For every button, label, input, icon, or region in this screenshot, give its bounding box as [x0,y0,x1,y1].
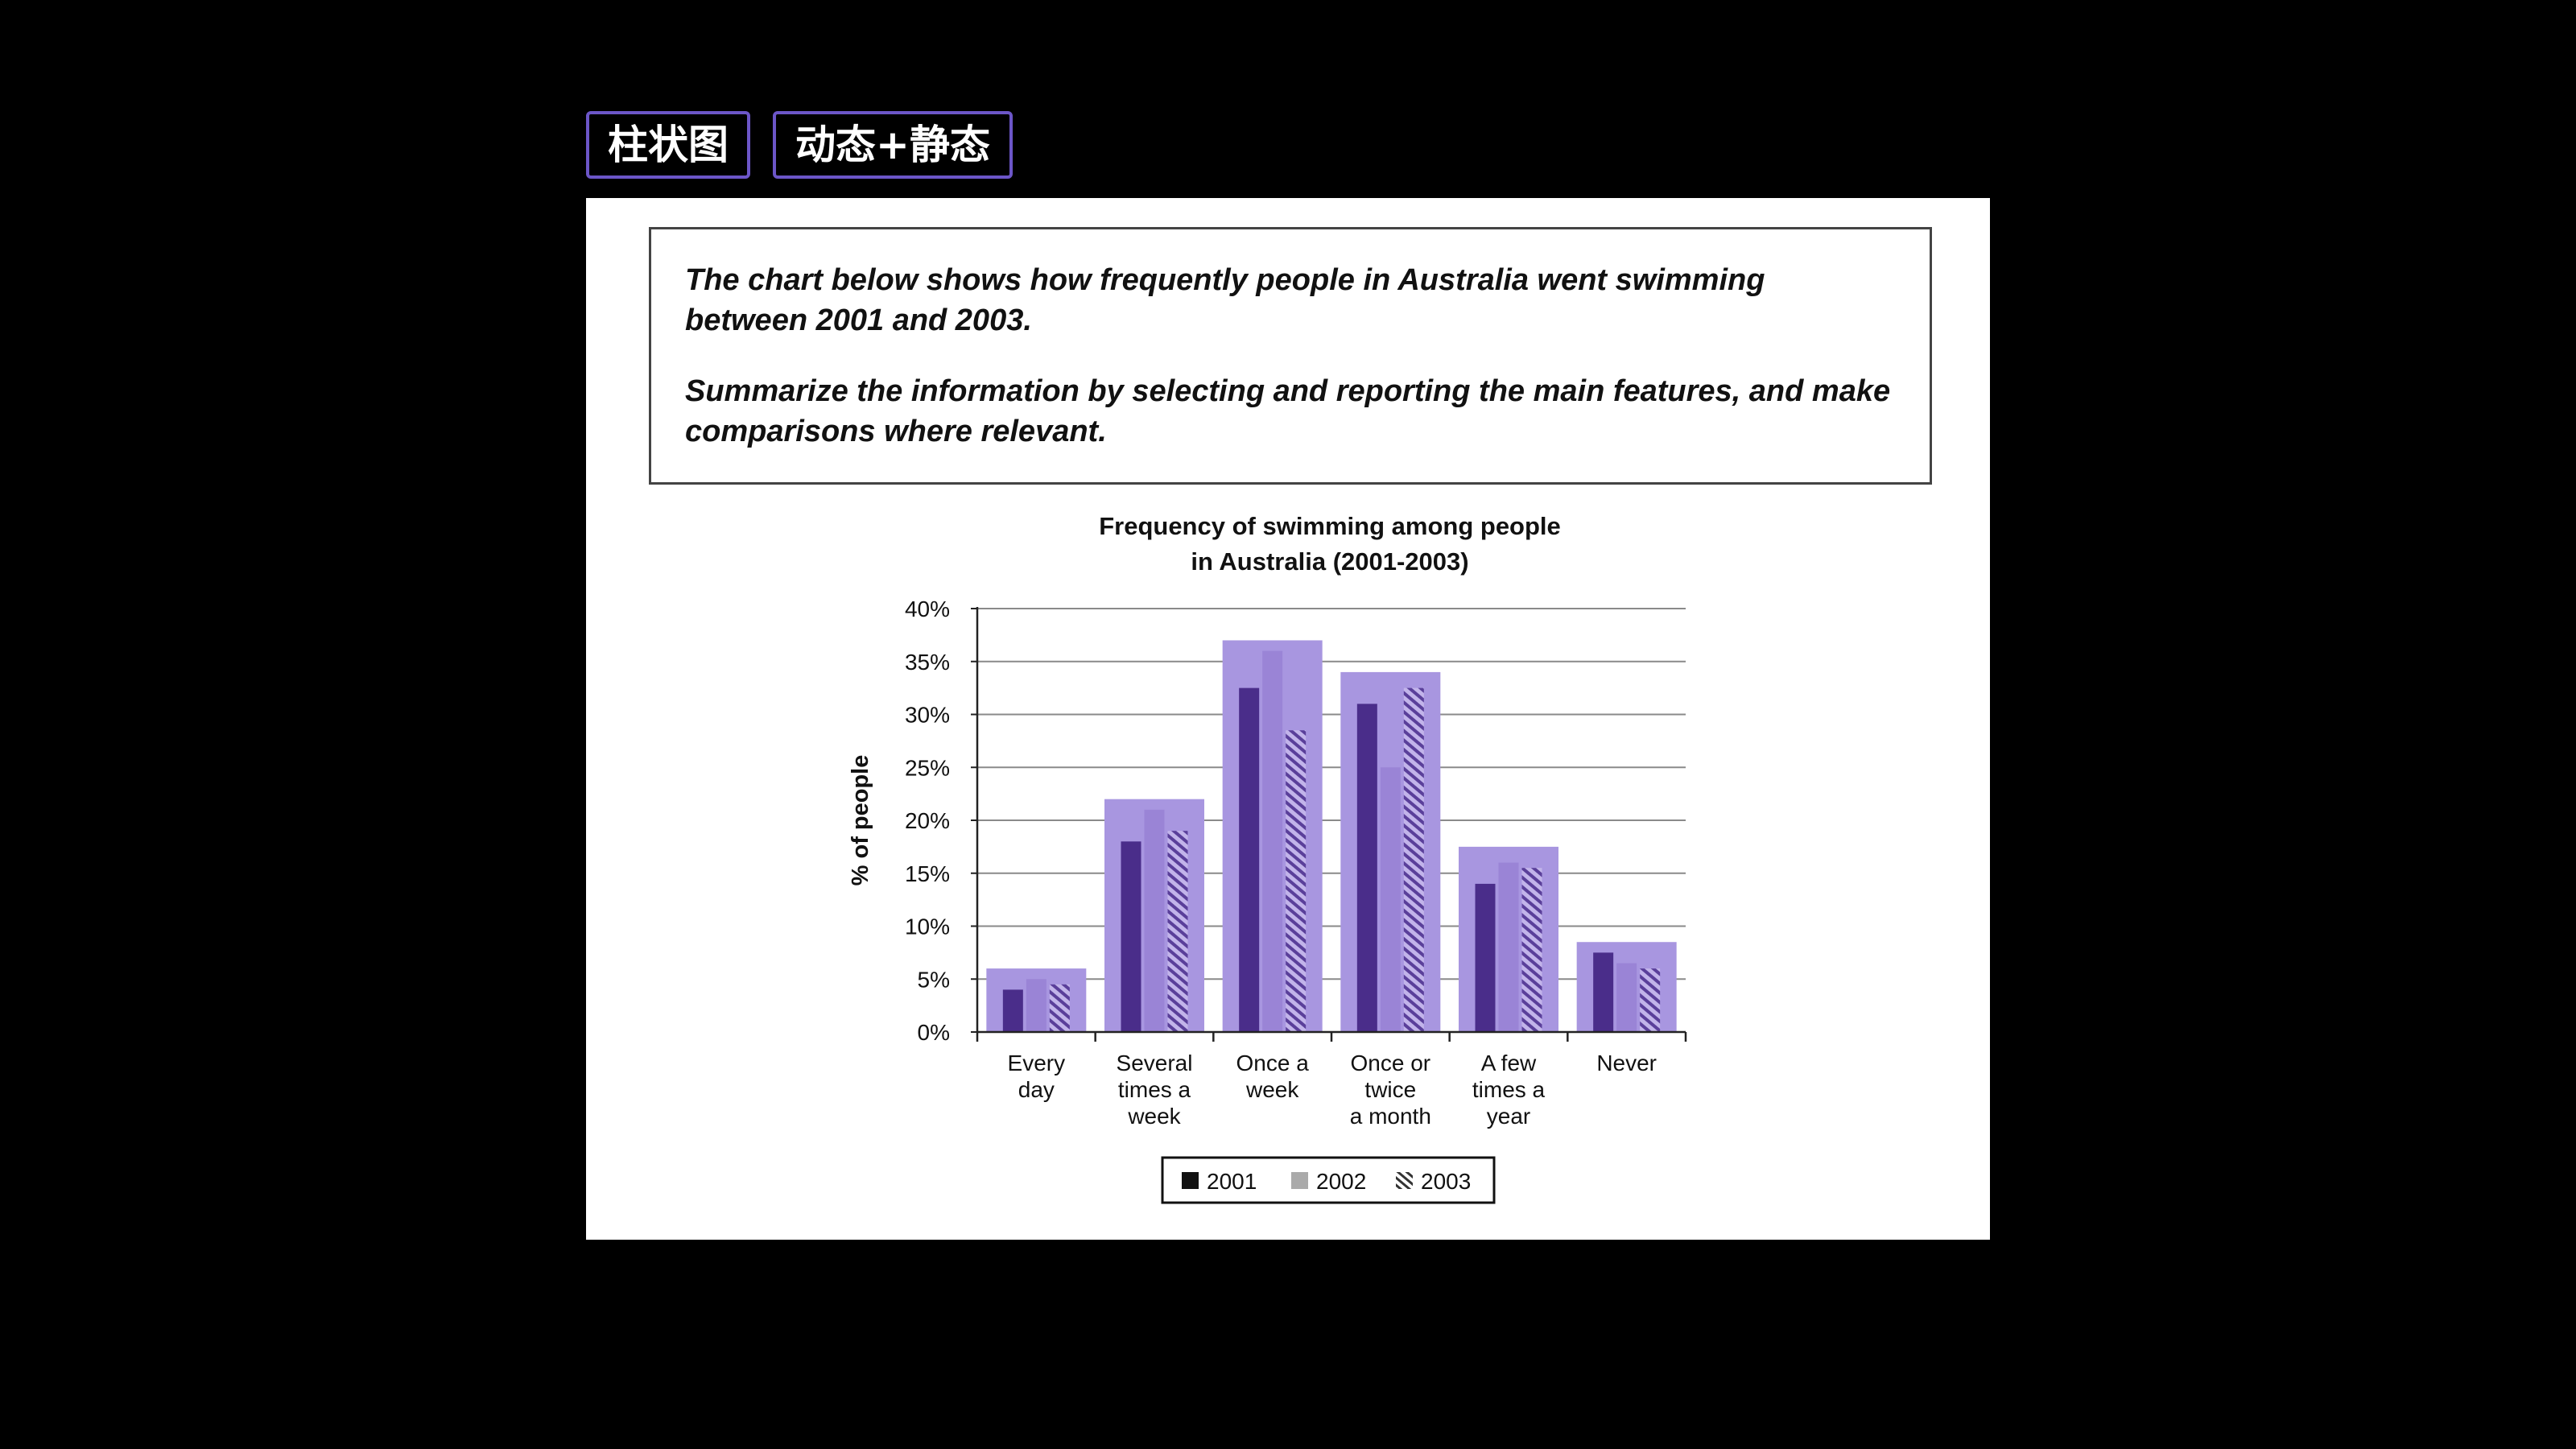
y-tick-label: 25% [905,755,950,780]
x-tick-label: year [1487,1104,1530,1129]
bar-2002 [1498,862,1519,1032]
bar-2001 [1593,952,1614,1032]
bar-2003 [1167,831,1188,1032]
y-tick-label: 30% [905,703,950,728]
bar-2002 [1616,963,1637,1032]
x-tick-label: day [1018,1077,1055,1102]
bar-2001 [1002,989,1023,1032]
x-tick-label: week [1245,1077,1299,1102]
x-tick-label: twice [1364,1077,1416,1102]
legend-label-2003: 2003 [1421,1169,1471,1194]
legend-label-2001: 2001 [1207,1169,1257,1194]
bar-2001 [1475,883,1496,1032]
y-tick-label: 40% [905,597,950,621]
legend-box [1161,1156,1496,1204]
bar-2002 [1380,767,1401,1032]
x-tick-label: Once a [1236,1051,1310,1075]
y-tick-label: 20% [905,808,950,833]
prompt-box: The chart below shows how frequently peo… [649,227,1932,485]
prompt-text-2: Summarize the information by selecting a… [685,374,1891,448]
legend-swatch-2002 [1291,1172,1308,1189]
bar-2002 [1262,650,1283,1032]
bar-2003 [1049,984,1070,1032]
bar-2001 [1356,704,1377,1032]
x-tick-label: Several [1117,1051,1193,1075]
bar-2001 [1239,687,1260,1032]
legend-swatch-2001 [1182,1172,1199,1189]
bar-2002 [1144,809,1165,1032]
chart-title-line: Frequency of swimming among people [1099,512,1561,540]
y-tick-label: 15% [905,861,950,886]
y-tick-label: 10% [905,914,950,939]
bar-2003 [1286,730,1307,1032]
chart-title-line: in Australia (2001-2003) [1191,547,1468,576]
prompt-text-1: The chart below shows how frequently peo… [685,263,1765,337]
bar-2003 [1521,868,1542,1032]
x-tick-label: Every [1008,1051,1066,1075]
legend-label-2002: 2002 [1316,1169,1366,1194]
x-tick-label: Never [1596,1051,1657,1075]
chart-type-tag: 柱状图 [586,111,750,179]
y-tick-label: 5% [918,967,950,992]
variant-tag: 动态+静态 [773,111,1013,179]
bar-2003 [1403,687,1424,1032]
x-tick-label: A few [1481,1051,1537,1075]
y-tick-label: 0% [918,1020,950,1045]
x-tick-label: Once or [1351,1051,1431,1075]
legend-swatch-2003 [1396,1172,1413,1189]
task-card: The chart below shows how frequently peo… [586,198,1990,1240]
bar-chart: Frequency of swimming among people in Aus… [848,512,1687,1204]
x-tick-label: times a [1118,1077,1191,1102]
bar-2001 [1121,841,1141,1032]
x-tick-label: a month [1350,1104,1431,1129]
x-tick-label: times a [1472,1077,1546,1102]
y-axis-label: % of people [848,755,873,886]
bar-2003 [1640,968,1661,1032]
bar-2002 [1026,979,1046,1032]
x-tick-label: week [1127,1104,1181,1129]
y-tick-label: 35% [905,650,950,675]
